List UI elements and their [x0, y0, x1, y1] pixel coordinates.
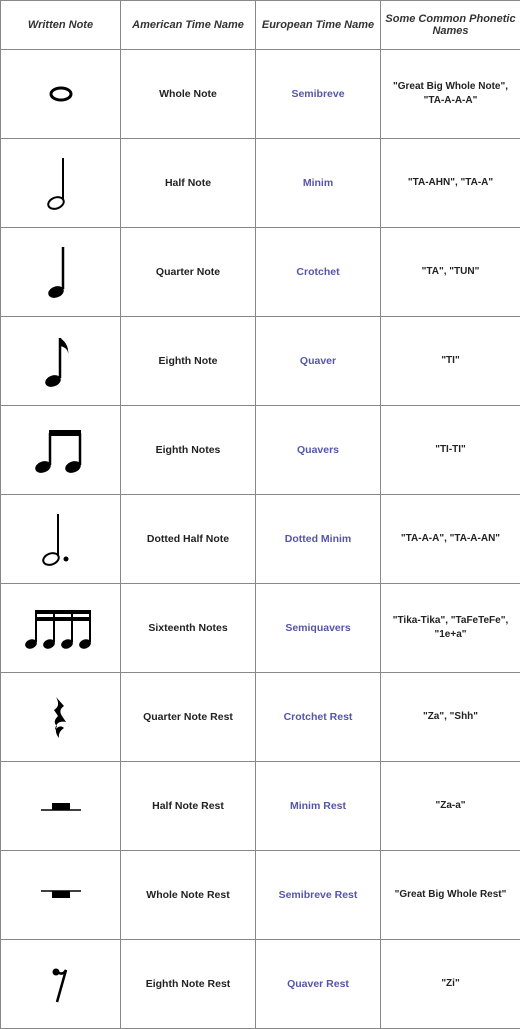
phonetic-name: "Tika-Tika", "TaFeTeFe", "1e+a" [381, 584, 520, 673]
phonetic-name: "Za", "Shh" [381, 673, 520, 762]
table-row: Quarter Note RestCrotchet Rest"Za", "Shh… [1, 673, 520, 762]
table-row: Quarter NoteCrotchet"TA", "TUN" [1, 228, 520, 317]
half-rest-icon [1, 762, 121, 851]
phonetic-name: "Za-a" [381, 762, 520, 851]
phonetic-name: "TA-AHN", "TA-A" [381, 139, 520, 228]
american-name: Sixteenth Notes [121, 584, 256, 673]
american-name: Half Note [121, 139, 256, 228]
phonetic-name: "Great Big Whole Rest" [381, 851, 520, 940]
eighth-rest-icon [1, 940, 121, 1029]
table-row: Eighth NoteQuaver"TI" [1, 317, 520, 406]
sixteenth-notes-beamed-icon [1, 584, 121, 673]
table-row: Half Note RestMinim Rest"Za-a" [1, 762, 520, 851]
phonetic-name: "TA", "TUN" [381, 228, 520, 317]
american-name: Quarter Note [121, 228, 256, 317]
american-name: Eighth Note Rest [121, 940, 256, 1029]
european-name: Semiquavers [256, 584, 381, 673]
header-european: European Time Name [256, 1, 381, 50]
whole-rest-icon [1, 851, 121, 940]
european-name: Dotted Minim [256, 495, 381, 584]
eighth-notes-beamed-icon [1, 406, 121, 495]
header-phonetic: Some Common Phonetic Names [381, 1, 520, 50]
phonetic-name: "TI" [381, 317, 520, 406]
table-row: Whole NoteSemibreve"Great Big Whole Note… [1, 50, 520, 139]
phonetic-name: "Great Big Whole Note", "TA-A-A-A" [381, 50, 520, 139]
american-name: Eighth Notes [121, 406, 256, 495]
phonetic-name: "Zi" [381, 940, 520, 1029]
phonetic-name: "TA-A-A", "TA-A-AN" [381, 495, 520, 584]
american-name: Half Note Rest [121, 762, 256, 851]
european-name: Minim Rest [256, 762, 381, 851]
american-name: Whole Note [121, 50, 256, 139]
music-notes-table: Written Note American Time Name European… [0, 0, 520, 1029]
header-row: Written Note American Time Name European… [1, 1, 520, 50]
european-name: Crotchet [256, 228, 381, 317]
quarter-note-icon [1, 228, 121, 317]
table-row: Dotted Half NoteDotted Minim"TA-A-A", "T… [1, 495, 520, 584]
european-name: Quaver Rest [256, 940, 381, 1029]
american-name: Whole Note Rest [121, 851, 256, 940]
table-row: Eighth Note RestQuaver Rest"Zi" [1, 940, 520, 1029]
european-name: Quavers [256, 406, 381, 495]
half-note-icon [1, 139, 121, 228]
eighth-note-icon [1, 317, 121, 406]
header-note: Written Note [1, 1, 121, 50]
european-name: Semibreve Rest [256, 851, 381, 940]
european-name: Minim [256, 139, 381, 228]
european-name: Crotchet Rest [256, 673, 381, 762]
table-row: Whole Note RestSemibreve Rest"Great Big … [1, 851, 520, 940]
table-row: Sixteenth NotesSemiquavers"Tika-Tika", "… [1, 584, 520, 673]
american-name: Dotted Half Note [121, 495, 256, 584]
european-name: Semibreve [256, 50, 381, 139]
american-name: Quarter Note Rest [121, 673, 256, 762]
phonetic-name: "TI-TI" [381, 406, 520, 495]
whole-note-icon [1, 50, 121, 139]
european-name: Quaver [256, 317, 381, 406]
american-name: Eighth Note [121, 317, 256, 406]
header-american: American Time Name [121, 1, 256, 50]
quarter-rest-icon [1, 673, 121, 762]
dotted-half-note-icon [1, 495, 121, 584]
table-row: Eighth NotesQuavers"TI-TI" [1, 406, 520, 495]
table-row: Half NoteMinim"TA-AHN", "TA-A" [1, 139, 520, 228]
